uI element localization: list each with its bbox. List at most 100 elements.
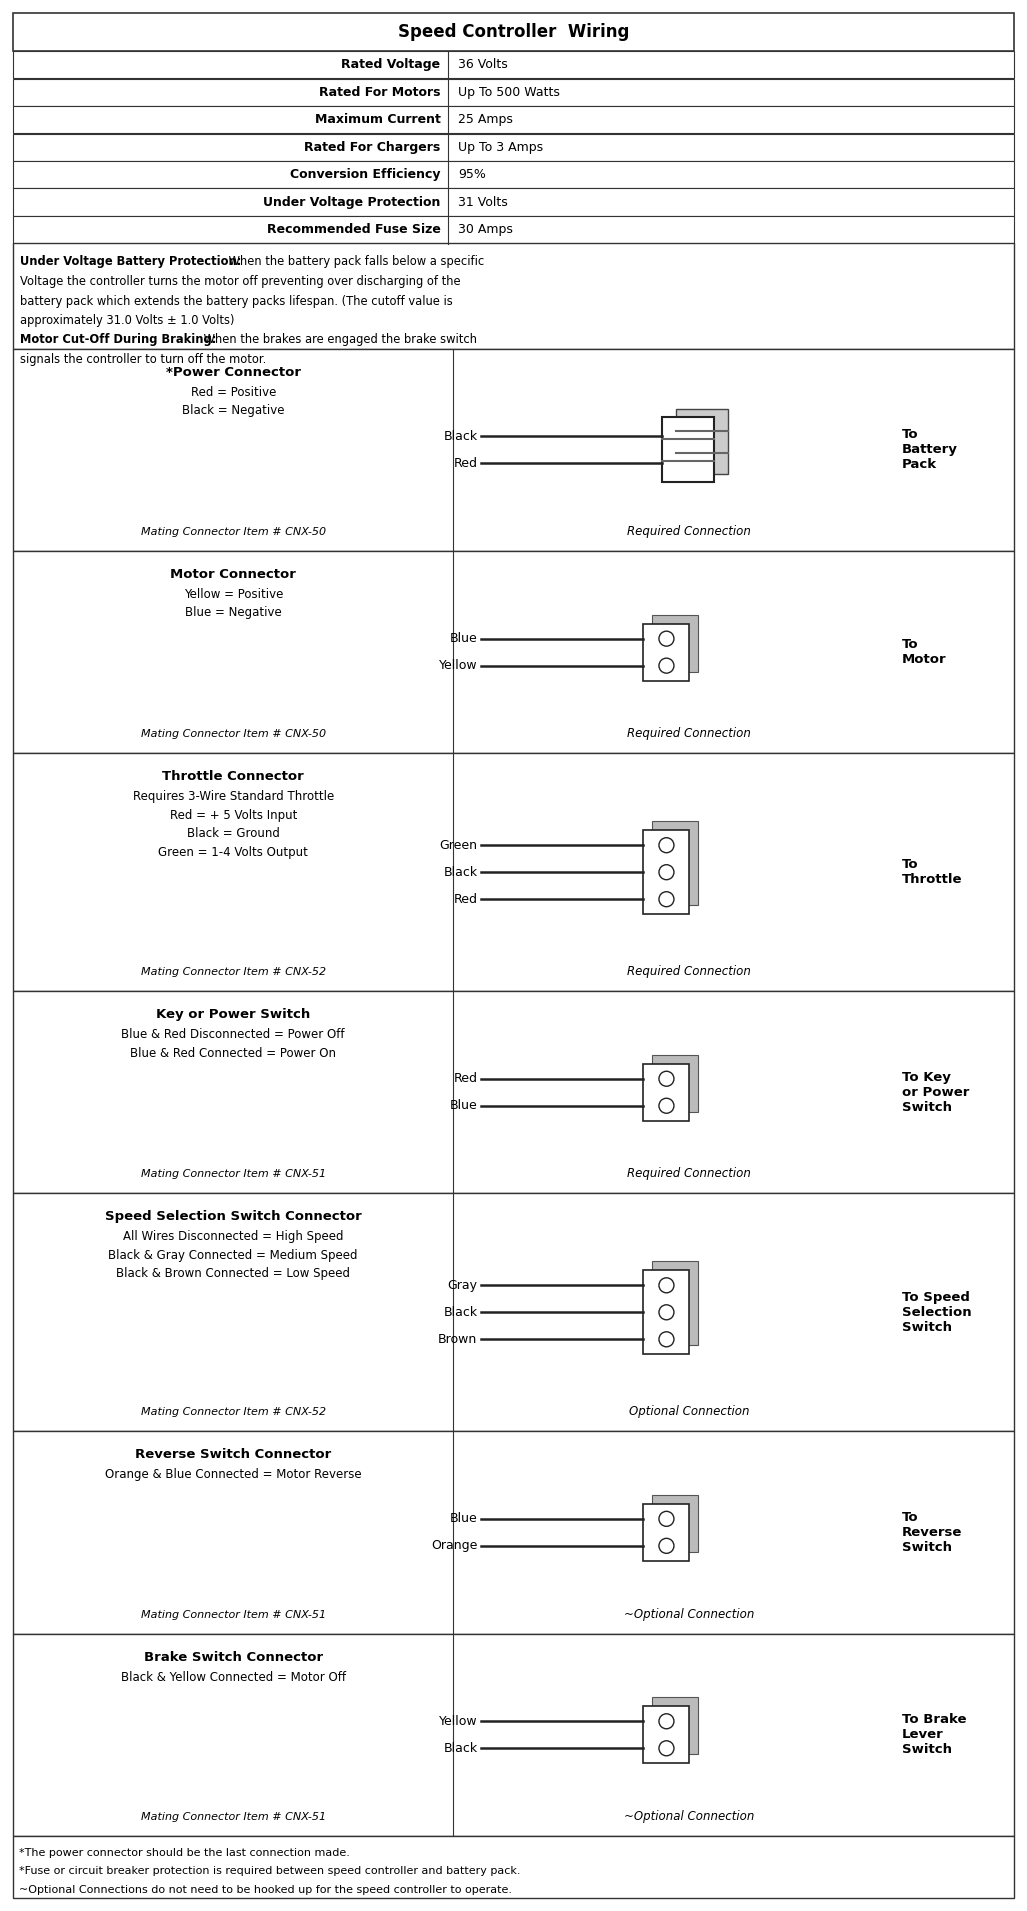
Bar bbox=[13, 1634, 1014, 1836]
Text: All Wires Disconnected = High Speed: All Wires Disconnected = High Speed bbox=[123, 1231, 343, 1244]
Text: Under Voltage Battery Protection:: Under Voltage Battery Protection: bbox=[20, 256, 241, 269]
Bar bbox=[13, 105, 1014, 134]
Text: To
Battery
Pack: To Battery Pack bbox=[902, 428, 958, 472]
Text: signals the controller to turn off the motor.: signals the controller to turn off the m… bbox=[20, 354, 266, 367]
Text: Optional Connection: Optional Connection bbox=[629, 1405, 749, 1418]
Circle shape bbox=[659, 1305, 674, 1321]
Text: To
Throttle: To Throttle bbox=[902, 858, 962, 887]
Text: Blue = Negative: Blue = Negative bbox=[185, 606, 281, 619]
Circle shape bbox=[659, 1072, 674, 1085]
Circle shape bbox=[659, 1278, 674, 1294]
Text: Black: Black bbox=[444, 1741, 478, 1754]
Text: Red: Red bbox=[454, 1072, 478, 1085]
Text: Mating Connector Item # CNX-50: Mating Connector Item # CNX-50 bbox=[141, 527, 326, 537]
Text: When the battery pack falls below a specific: When the battery pack falls below a spec… bbox=[225, 256, 484, 269]
Text: Brake Switch Connector: Brake Switch Connector bbox=[144, 1651, 322, 1664]
Text: Under Voltage Protection: Under Voltage Protection bbox=[263, 195, 441, 208]
Bar bbox=[644, 829, 689, 913]
Text: Rated For Motors: Rated For Motors bbox=[319, 86, 441, 99]
Bar bbox=[13, 1431, 1014, 1634]
Text: Mating Connector Item # CNX-52: Mating Connector Item # CNX-52 bbox=[141, 1406, 326, 1418]
Text: Brown: Brown bbox=[439, 1332, 478, 1345]
Bar bbox=[13, 753, 1014, 992]
Text: Black: Black bbox=[444, 430, 478, 443]
Text: Mating Connector Item # CNX-52: Mating Connector Item # CNX-52 bbox=[141, 967, 326, 977]
Bar bbox=[13, 348, 1014, 550]
Text: approximately 31.0 Volts ± 1.0 Volts): approximately 31.0 Volts ± 1.0 Volts) bbox=[20, 313, 234, 327]
Text: Red = Positive: Red = Positive bbox=[191, 386, 276, 399]
Text: 36 Volts: 36 Volts bbox=[458, 57, 508, 71]
Text: Recommended Fuse Size: Recommended Fuse Size bbox=[267, 224, 441, 237]
Text: Motor Connector: Motor Connector bbox=[170, 568, 296, 581]
Circle shape bbox=[659, 892, 674, 906]
Text: Mating Connector Item # CNX-51: Mating Connector Item # CNX-51 bbox=[141, 1170, 326, 1179]
Circle shape bbox=[659, 1714, 674, 1729]
Text: Required Connection: Required Connection bbox=[626, 728, 751, 740]
Text: Black & Yellow Connected = Motor Off: Black & Yellow Connected = Motor Off bbox=[121, 1670, 346, 1684]
Bar bbox=[13, 13, 1014, 52]
Circle shape bbox=[659, 1512, 674, 1527]
Bar bbox=[13, 1836, 1014, 1898]
Text: Black = Ground: Black = Ground bbox=[187, 827, 279, 841]
Bar bbox=[13, 52, 1014, 78]
Text: Speed Selection Switch Connector: Speed Selection Switch Connector bbox=[105, 1210, 362, 1223]
Text: Orange: Orange bbox=[431, 1540, 478, 1552]
Text: Black & Gray Connected = Medium Speed: Black & Gray Connected = Medium Speed bbox=[109, 1250, 358, 1261]
Text: Rated For Chargers: Rated For Chargers bbox=[304, 141, 441, 153]
Text: Red = + 5 Volts Input: Red = + 5 Volts Input bbox=[169, 808, 297, 822]
Bar bbox=[644, 1707, 689, 1764]
Text: To
Motor: To Motor bbox=[902, 638, 947, 667]
Text: Speed Controller  Wiring: Speed Controller Wiring bbox=[397, 23, 630, 40]
Text: Yellow: Yellow bbox=[439, 659, 478, 673]
Bar bbox=[13, 550, 1014, 753]
Bar bbox=[652, 1055, 698, 1112]
Bar bbox=[644, 1271, 689, 1355]
Text: *Fuse or circuit breaker protection is required between speed controller and bat: *Fuse or circuit breaker protection is r… bbox=[20, 1867, 521, 1877]
Text: Green = 1-4 Volts Output: Green = 1-4 Volts Output bbox=[158, 847, 308, 858]
Bar bbox=[652, 1697, 698, 1754]
Circle shape bbox=[659, 1099, 674, 1114]
Text: To Speed
Selection
Switch: To Speed Selection Switch bbox=[902, 1290, 972, 1334]
Circle shape bbox=[659, 631, 674, 646]
Bar bbox=[13, 216, 1014, 243]
Text: When the brakes are engaged the brake switch: When the brakes are engaged the brake sw… bbox=[200, 334, 477, 346]
Bar bbox=[652, 822, 698, 906]
Bar bbox=[677, 409, 728, 474]
Text: Mating Connector Item # CNX-50: Mating Connector Item # CNX-50 bbox=[141, 730, 326, 740]
Text: Conversion Efficiency: Conversion Efficiency bbox=[290, 168, 441, 182]
Circle shape bbox=[659, 1741, 674, 1756]
Text: Blue & Red Disconnected = Power Off: Blue & Red Disconnected = Power Off bbox=[121, 1028, 345, 1041]
Bar bbox=[644, 1064, 689, 1120]
Text: Gray: Gray bbox=[448, 1278, 478, 1292]
Circle shape bbox=[659, 1332, 674, 1347]
Text: Yellow = Positive: Yellow = Positive bbox=[184, 589, 282, 600]
Text: Rated Voltage: Rated Voltage bbox=[341, 57, 441, 71]
Bar bbox=[652, 1261, 698, 1345]
Text: ~Optional Connection: ~Optional Connection bbox=[623, 1607, 754, 1621]
Bar bbox=[13, 78, 1014, 105]
Bar bbox=[644, 623, 689, 680]
Text: Red: Red bbox=[454, 457, 478, 470]
Text: Black: Black bbox=[444, 1305, 478, 1319]
Bar bbox=[13, 243, 1014, 348]
Text: Yellow: Yellow bbox=[439, 1714, 478, 1728]
Text: Green: Green bbox=[440, 839, 478, 852]
Text: Mating Connector Item # CNX-51: Mating Connector Item # CNX-51 bbox=[141, 1609, 326, 1619]
Text: Orange & Blue Connected = Motor Reverse: Orange & Blue Connected = Motor Reverse bbox=[105, 1468, 362, 1481]
Text: Reverse Switch Connector: Reverse Switch Connector bbox=[136, 1449, 332, 1462]
Text: Voltage the controller turns the motor off preventing over discharging of the: Voltage the controller turns the motor o… bbox=[20, 275, 461, 289]
Text: Maximum Current: Maximum Current bbox=[314, 113, 441, 126]
Bar bbox=[652, 1494, 698, 1552]
Text: 31 Volts: 31 Volts bbox=[458, 195, 508, 208]
Bar bbox=[13, 161, 1014, 189]
Text: Blue: Blue bbox=[450, 633, 478, 646]
Text: Required Connection: Required Connection bbox=[626, 526, 751, 537]
Text: To Brake
Lever
Switch: To Brake Lever Switch bbox=[902, 1714, 966, 1756]
Bar bbox=[13, 1194, 1014, 1431]
Text: To
Reverse
Switch: To Reverse Switch bbox=[902, 1512, 962, 1554]
Text: Up To 3 Amps: Up To 3 Amps bbox=[458, 141, 543, 153]
Text: Black = Negative: Black = Negative bbox=[182, 403, 284, 417]
Bar bbox=[13, 992, 1014, 1194]
Text: Blue: Blue bbox=[450, 1099, 478, 1112]
Bar bbox=[13, 189, 1014, 216]
